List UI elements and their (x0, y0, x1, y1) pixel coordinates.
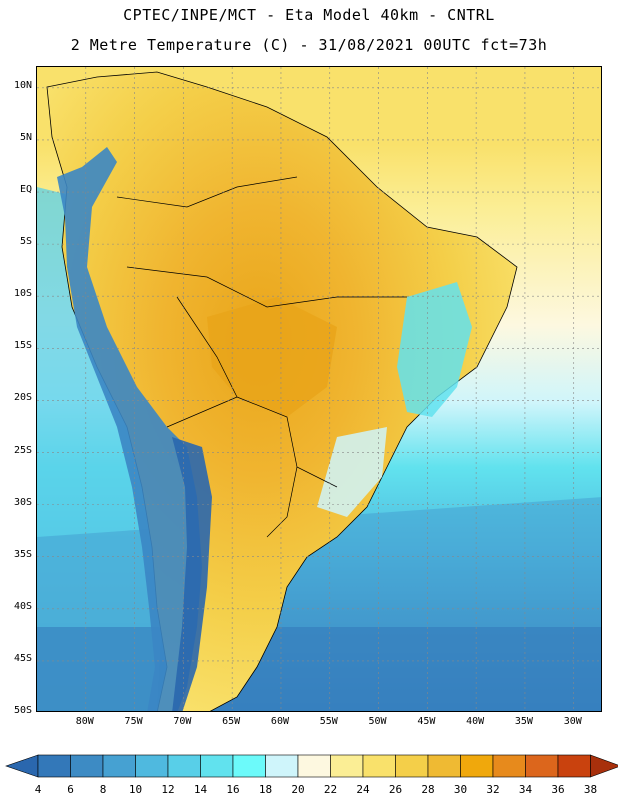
colorbar-level-label: 30 (453, 783, 468, 796)
colorbar-bin (427, 754, 461, 778)
lat-label: 25S (13, 444, 32, 456)
colorbar-bin (200, 754, 234, 778)
colorbar-level-label: 16 (226, 783, 240, 796)
colorbar-bin (70, 754, 104, 778)
lon-label: 55W (319, 716, 338, 727)
colorbar-level-label: 18 (258, 783, 273, 796)
colorbar-level-label: 24 (356, 783, 370, 796)
lat-label: 50S (13, 705, 32, 716)
colorbar-level-label: 10 (128, 783, 143, 796)
lat-label: 30S (13, 496, 32, 508)
colorbar-bin (167, 754, 201, 778)
colorbar-bin (265, 754, 299, 778)
colorbar-bin (330, 754, 364, 778)
lat-label: 5N (19, 131, 32, 143)
colorbar-bin (232, 754, 266, 778)
colorbar-bin (460, 754, 494, 778)
lon-label: 45W (417, 716, 436, 727)
far-south-ocean (37, 627, 601, 711)
colorbar-level-label: 36 (551, 783, 565, 796)
lon-label: 75W (124, 716, 143, 727)
colorbar-bin (102, 754, 136, 778)
colorbar-high-arrow (590, 754, 618, 778)
lon-label: 50W (368, 716, 387, 727)
lat-label: 40S (13, 600, 32, 612)
colorbar (5, 754, 618, 778)
lat-label: 5S (19, 236, 32, 248)
lat-label: EQ (19, 184, 32, 196)
lat-label: 10N (13, 79, 32, 91)
map-canvas (37, 67, 601, 711)
colorbar-bin (135, 754, 169, 778)
colorbar-bin (362, 754, 396, 778)
lat-label: 20S (13, 392, 32, 404)
hot-core-region (207, 297, 337, 417)
colorbar-level-label: 34 (518, 783, 533, 796)
lon-label: 30W (563, 716, 582, 727)
colorbar-level-label: 28 (421, 783, 435, 796)
colorbar-level-label: 8 (99, 783, 107, 796)
lon-label: 40W (466, 716, 485, 727)
lat-label: 35S (13, 548, 32, 560)
south-brazil-mild (317, 427, 387, 517)
colorbar-level-label: 4 (34, 783, 42, 796)
colorbar-bin (557, 754, 591, 778)
colorbar-level-label: 14 (193, 783, 208, 796)
colorbar-bin (37, 754, 71, 778)
colorbar-level-label: 32 (486, 783, 500, 796)
andes-coldest (172, 437, 212, 711)
lat-label: 45S (13, 652, 32, 664)
lat-label: 15S (13, 340, 32, 352)
lon-label: 80W (75, 716, 94, 727)
lon-label: 35W (514, 716, 533, 727)
chart-title: CPTEC/INPE/MCT - Eta Model 40km - CNTRL (123, 6, 495, 24)
colorbar-bin (525, 754, 559, 778)
colorbar-level-label: 38 (583, 783, 598, 796)
temperature-map (36, 66, 602, 712)
colorbar-level-label: 6 (67, 783, 74, 796)
colorbar-level-label: 22 (323, 783, 338, 796)
graticule (37, 67, 601, 711)
lon-label: 65W (222, 716, 241, 727)
lat-label: 10S (13, 288, 32, 300)
colorbar-level-label: 12 (161, 783, 175, 796)
brazil-highlands-cool (397, 282, 472, 417)
lon-label: 70W (173, 716, 192, 727)
andes-cold-band (57, 147, 202, 711)
colorbar-low-arrow (5, 754, 39, 778)
colorbar-bin (297, 754, 331, 778)
colorbar-level-label: 20 (291, 783, 305, 796)
country-borders (116, 176, 407, 538)
colorbar-bin (492, 754, 526, 778)
chart-subtitle: 2 Metre Temperature (C) - 31/08/2021 00U… (70, 36, 548, 54)
colorbar-level-label: 26 (388, 783, 403, 796)
colorbar-bin (395, 754, 429, 778)
lon-label: 60W (270, 716, 289, 727)
